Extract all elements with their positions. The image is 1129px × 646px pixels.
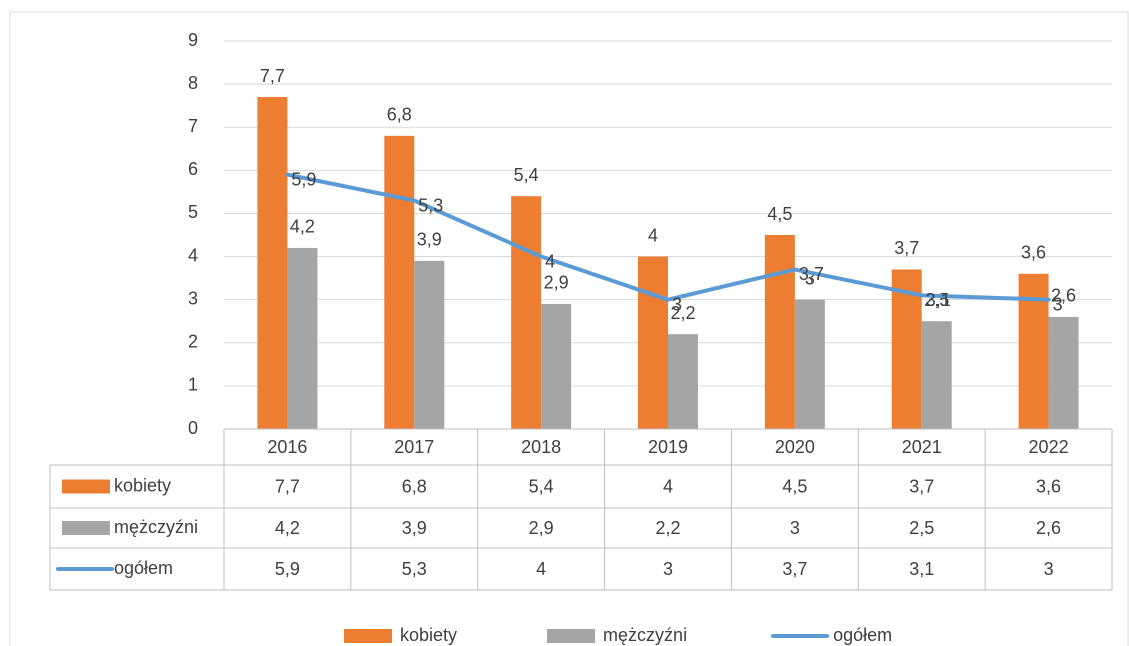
bar	[668, 334, 698, 429]
data-label: 3,6	[1021, 243, 1046, 263]
data-label: 3	[1053, 294, 1063, 314]
bar	[764, 235, 795, 429]
table-cell: 2,2	[655, 518, 680, 538]
bar	[1048, 316, 1079, 429]
data-label: 4,5	[767, 204, 792, 224]
data-label: 3	[805, 268, 815, 288]
legend-key	[62, 479, 110, 494]
table-cell: 4	[663, 476, 673, 496]
table-cell: 2,9	[529, 518, 554, 538]
data-label: 2,6	[1051, 286, 1076, 306]
legend-key	[62, 521, 110, 535]
data-label: 3,9	[417, 230, 442, 250]
y-tick-label: 3	[188, 288, 198, 308]
x-tick-label: 2022	[1029, 437, 1069, 457]
legend-key	[547, 629, 596, 643]
x-tick-label: 2020	[775, 437, 815, 457]
table-cell: 7,7	[275, 476, 300, 496]
data-label: 5,9	[291, 169, 316, 189]
table-cell: 5,3	[402, 559, 427, 579]
x-tick-label: 2021	[902, 437, 942, 457]
y-tick-label: 5	[188, 202, 198, 222]
data-label: 3,1	[926, 290, 951, 310]
data-label: 4	[545, 251, 555, 271]
y-tick-label: 2	[188, 332, 198, 352]
data-label: 4,2	[290, 217, 315, 237]
x-tick-label: 2017	[394, 437, 434, 457]
data-label: 5,4	[514, 165, 539, 185]
data-label: 3,7	[894, 238, 919, 258]
table-cell: 6,8	[402, 476, 427, 496]
table-cell: 3,6	[1036, 476, 1061, 496]
table-cell: 3	[1044, 559, 1054, 579]
table-cell: 3,1	[909, 559, 934, 579]
data-label: 6,8	[387, 105, 412, 125]
y-tick-label: 6	[188, 159, 198, 179]
table-row-label: mężczyźni	[114, 517, 198, 537]
bar	[257, 97, 288, 430]
table-cell: 3,7	[909, 476, 934, 496]
bar	[638, 256, 668, 429]
y-tick-label: 9	[188, 30, 198, 50]
data-label: 3	[672, 294, 682, 314]
table-cell: 5,9	[275, 559, 300, 579]
y-tick-label: 1	[188, 375, 198, 395]
table-row-label: ogółem	[114, 558, 173, 578]
legend-label: kobiety	[400, 625, 457, 645]
legend-label: ogółem	[833, 625, 892, 645]
x-tick-label: 2016	[267, 437, 307, 457]
table-cell: 2,6	[1036, 518, 1061, 538]
y-tick-label: 8	[188, 73, 198, 93]
data-label: 3,7	[799, 264, 824, 284]
bar	[511, 196, 542, 429]
legend-key	[344, 629, 392, 643]
data-label: 2,9	[544, 273, 569, 293]
y-tick-label: 0	[188, 418, 198, 438]
y-tick-label: 4	[188, 245, 198, 265]
table-cell: 3,9	[402, 518, 427, 538]
bar	[414, 260, 445, 429]
data-label: 5,3	[418, 195, 443, 215]
bar	[287, 247, 318, 429]
table-cell: 4,5	[782, 476, 807, 496]
bar	[794, 299, 825, 429]
table-cell: 4	[536, 559, 546, 579]
data-label: 2,2	[670, 303, 695, 323]
chart-frame	[9, 11, 1129, 646]
bar	[921, 321, 952, 429]
y-tick-label: 7	[188, 116, 198, 136]
bar	[384, 135, 415, 429]
table-cell: 3	[790, 518, 800, 538]
x-tick-label: 2019	[648, 437, 688, 457]
table-cell: 3,7	[782, 559, 807, 579]
legend-label: mężczyźni	[603, 625, 687, 645]
table-row-label: kobiety	[114, 475, 171, 495]
table-cell: 5,4	[529, 476, 554, 496]
line	[285, 172, 1051, 302]
bar	[541, 303, 572, 429]
table-cell: 4,2	[275, 518, 300, 538]
table-cell: 2,5	[909, 518, 934, 538]
data-label: 7,7	[260, 66, 285, 86]
x-tick-label: 2018	[521, 437, 561, 457]
table-cell: 3	[663, 559, 673, 579]
data-label: 4	[648, 225, 658, 245]
